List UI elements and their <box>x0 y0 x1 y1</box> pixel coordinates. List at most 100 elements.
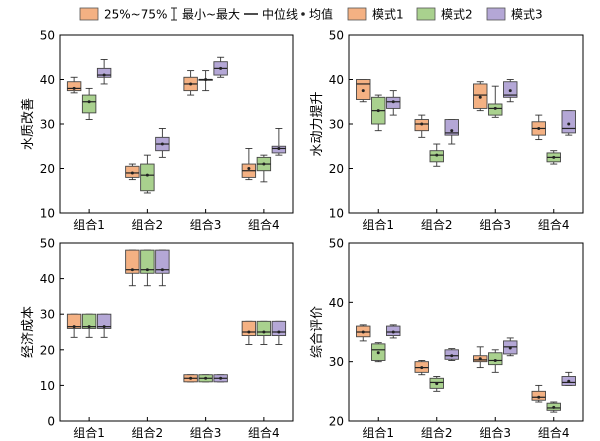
mean-point <box>493 106 497 110</box>
legend-item-1: 25%~75% <box>79 7 167 22</box>
x-tick-label: 组合3 <box>190 425 222 440</box>
y-axis-label: 水动力提升 <box>309 91 325 156</box>
box-模式2-组合4 <box>546 150 561 165</box>
box-模式1-组合4 <box>241 320 257 345</box>
mean-point <box>376 351 380 355</box>
box-模式1-组合4 <box>531 114 546 141</box>
box-模式2-组合4 <box>546 401 561 413</box>
box-模式1-组合3 <box>183 70 198 96</box>
mean-point <box>204 376 208 380</box>
x-tick-label: 组合4 <box>248 217 280 232</box>
panel-4: 20 30 40 50 组合1 组合2 组合3 组合4 综合评价 <box>310 237 584 440</box>
y-axis-label: 经济成本 <box>21 306 36 358</box>
box-模式2-组合4 <box>256 154 272 183</box>
mean-point <box>247 330 251 334</box>
box-模式2-组合3 <box>198 70 213 92</box>
mean-point <box>247 167 251 170</box>
legend-label: 模式3 <box>511 8 543 22</box>
box-模式1-组合4 <box>531 384 546 403</box>
mean-point <box>72 86 76 90</box>
y-tick-label: 30 <box>329 355 344 369</box>
y-tick-label: 50 <box>40 237 55 251</box>
x-tick-label: 组合2 <box>421 217 453 232</box>
x-tick-label: 组合4 <box>538 217 570 232</box>
legend-item-4: 均值 <box>301 7 333 22</box>
y-tick-label: 10 <box>40 207 55 221</box>
legend-item-3: 中位线 <box>244 7 298 22</box>
box-模式2-组合1 <box>371 94 386 132</box>
mean-point <box>420 366 424 370</box>
box-模式1-组合2 <box>414 360 429 376</box>
mean-point <box>160 268 164 272</box>
mean-point <box>552 155 556 159</box>
box-模式2-组合1 <box>81 313 97 338</box>
box-模式3-组合3 <box>503 79 518 103</box>
box-模式2-组合4 <box>256 320 272 345</box>
box-模式1-组合3 <box>473 346 488 369</box>
mean-point <box>87 100 91 104</box>
mean-point <box>376 109 380 113</box>
mean-point <box>262 162 266 166</box>
box-模式2-组合2 <box>429 376 444 392</box>
box-模式3-组合1 <box>386 90 401 116</box>
iqr-box <box>444 119 459 136</box>
x-tick-label: 组合1 <box>362 217 394 232</box>
mean-point <box>130 268 134 272</box>
legend-swatch <box>486 7 506 21</box>
y-tick-label: 20 <box>329 162 344 176</box>
box-模式1-组合1 <box>356 324 371 342</box>
legend-label: 均值 <box>309 7 333 22</box>
y-tick-label: 40 <box>329 296 344 310</box>
mean-point <box>102 73 106 77</box>
panel-2: 10 20 30 40 50 组合1 组合2 组合3 组合4 水动力提升 <box>309 29 584 232</box>
plot-frame <box>348 242 584 422</box>
legend: 25%~75% 最小~最大 中位线 均值 模式1 模式2 模式3 <box>79 7 543 22</box>
legend-swatch <box>416 7 436 21</box>
mean-point <box>552 405 556 409</box>
box-模式3-组合3 <box>503 337 518 357</box>
legend-label: 最小~最大 <box>182 8 240 22</box>
y-axis-label: 综合评价 <box>310 306 325 358</box>
mean-point <box>391 330 395 334</box>
box-模式3-组合1 <box>96 59 112 85</box>
box-模式3-组合4 <box>561 371 576 386</box>
box-模式2-组合3 <box>198 374 213 383</box>
mean-point <box>537 395 541 399</box>
box-模式3-组合3 <box>213 56 228 78</box>
plot-frame <box>59 34 294 214</box>
y-tick-label: 20 <box>40 162 55 176</box>
box-模式3-组合4 <box>271 320 287 345</box>
iqr-box <box>140 163 155 192</box>
panel-3: 0 10 20 30 40 50 组合1 组合2 组合3 组合4 经济成本 <box>21 237 294 440</box>
box-模式3-组合4 <box>561 110 576 136</box>
legend-label: 25%~75% <box>104 8 167 22</box>
chart-panels: 10 20 30 40 50 组合1 组合2 组合3 组合4 水质改善 10 20 30 40 50 组合1 组… <box>20 29 584 440</box>
y-tick-label: 50 <box>329 29 344 43</box>
y-tick-label: 50 <box>40 29 55 43</box>
box-模式1-组合2 <box>125 249 140 287</box>
legend-item-2: 最小~最大 <box>171 7 240 22</box>
legend-item-6: 模式2 <box>416 7 473 22</box>
mean-point <box>478 357 482 361</box>
x-tick-label: 组合1 <box>73 217 105 232</box>
y-tick-label: 40 <box>329 73 344 87</box>
box-模式1-组合3 <box>183 374 198 383</box>
mean-point <box>478 95 482 99</box>
x-tick-label: 组合3 <box>479 217 511 232</box>
box-模式3-组合1 <box>96 313 112 338</box>
x-tick-label: 组合4 <box>538 425 570 440</box>
x-tick-label: 组合1 <box>73 425 105 440</box>
box-模式1-组合3 <box>473 81 488 112</box>
iqr-box <box>125 249 140 274</box>
mean-point <box>435 153 439 157</box>
iqr-box <box>96 313 112 329</box>
legend-item-7: 模式3 <box>486 7 543 22</box>
box-模式3-组合1 <box>386 324 401 339</box>
box-模式3-组合2 <box>155 127 170 158</box>
iqr-box <box>488 352 503 366</box>
iqr-box <box>96 67 112 78</box>
legend-swatch <box>79 7 99 21</box>
mean-point <box>72 325 76 329</box>
mean-point <box>219 376 223 380</box>
iqr-box <box>66 81 82 92</box>
